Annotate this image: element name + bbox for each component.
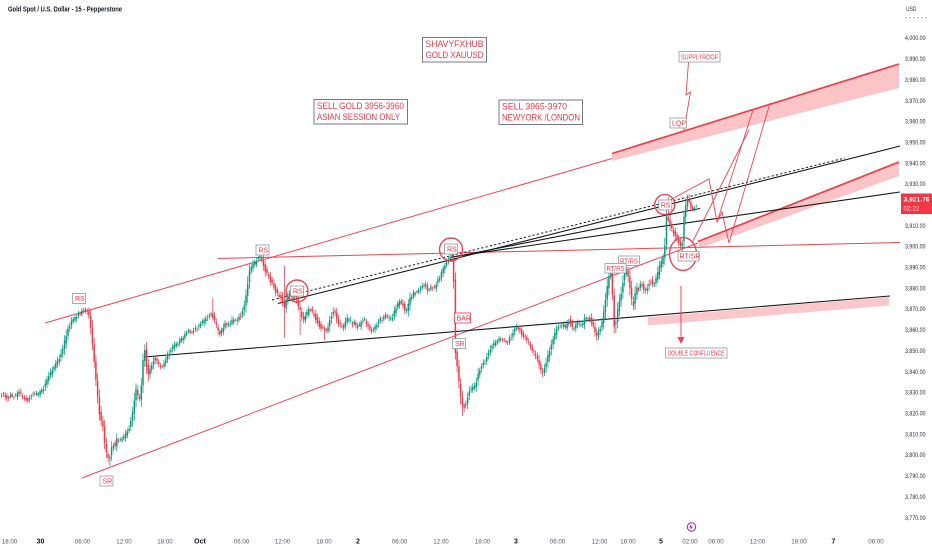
svg-text:3,850.00: 3,850.00 [905, 348, 926, 355]
svg-text:02:00: 02:00 [682, 539, 698, 546]
svg-text:SR: SR [103, 479, 113, 486]
svg-text:18:00: 18:00 [316, 539, 332, 546]
svg-text:2: 2 [356, 539, 360, 546]
svg-text:NEWYORK /LONDON: NEWYORK /LONDON [502, 113, 580, 123]
svg-text:3,880.00: 3,880.00 [905, 285, 926, 292]
svg-text:06:00: 06:00 [550, 539, 566, 546]
svg-text:3,780.00: 3,780.00 [905, 494, 926, 501]
svg-text:DOUBLE CONFLUENCE: DOUBLE CONFLUENCE [668, 351, 725, 358]
svg-text:3,910.00: 3,910.00 [905, 223, 926, 230]
svg-text:5: 5 [659, 539, 663, 546]
svg-text:18:00: 18:00 [157, 539, 173, 546]
svg-text:3,980.00: 3,980.00 [905, 77, 926, 84]
svg-text:RT/SR: RT/SR [680, 254, 701, 261]
svg-text:12:00: 12:00 [433, 539, 449, 546]
svg-text:12:00: 12:00 [750, 539, 766, 546]
svg-text:3,810.00: 3,810.00 [905, 431, 926, 438]
svg-text:Oct: Oct [194, 539, 206, 546]
svg-text:3,830.00: 3,830.00 [905, 390, 926, 397]
svg-text:06:00: 06:00 [75, 539, 91, 546]
svg-text:3: 3 [514, 539, 518, 546]
svg-text:18:00: 18:00 [2, 539, 18, 546]
svg-text:12:00: 12:00 [116, 539, 132, 546]
svg-text:3,770.00: 3,770.00 [905, 515, 926, 522]
svg-text:LQP: LQP [672, 121, 686, 128]
svg-text:18:00: 18:00 [475, 539, 491, 546]
svg-text:3,800.00: 3,800.00 [905, 452, 926, 459]
svg-text:3,921.76: 3,921.76 [904, 197, 930, 204]
svg-text:16:00: 16:00 [620, 539, 636, 546]
svg-text:3,840.00: 3,840.00 [905, 369, 926, 376]
svg-text:3,970.00: 3,970.00 [905, 98, 926, 105]
svg-text:06:00: 06:00 [392, 539, 408, 546]
svg-text:RS: RS [293, 289, 303, 296]
svg-text:7: 7 [832, 539, 836, 546]
svg-text:06:00: 06:00 [708, 539, 724, 546]
svg-text:3,940.00: 3,940.00 [905, 160, 926, 167]
svg-text:12:00: 12:00 [275, 539, 291, 546]
svg-text:3,790.00: 3,790.00 [905, 473, 926, 480]
svg-text:3,860.00: 3,860.00 [905, 327, 926, 334]
svg-text:GOLD XAUUSD: GOLD XAUUSD [426, 50, 484, 60]
svg-text:06:00: 06:00 [234, 539, 250, 546]
svg-text:3,870.00: 3,870.00 [905, 306, 926, 313]
svg-text:3,900.00: 3,900.00 [905, 244, 926, 251]
svg-text:4,000.00: 4,000.00 [905, 35, 926, 42]
svg-text:12:00: 12:00 [592, 539, 608, 546]
svg-text:RT/RS: RT/RS [620, 259, 638, 266]
svg-text:3,990.00: 3,990.00 [905, 56, 926, 63]
svg-text:SR: SR [455, 341, 465, 348]
svg-text:SHAVYFXHUB: SHAVYFXHUB [426, 39, 484, 49]
svg-text:SELL 3965-3970: SELL 3965-3970 [502, 102, 567, 112]
svg-text:RT/RS: RT/RS [607, 266, 625, 273]
svg-text:RS: RS [661, 203, 671, 210]
svg-text:SUPPLYROOF: SUPPLYROOF [681, 55, 718, 62]
svg-text:3,960.00: 3,960.00 [905, 119, 926, 126]
svg-text:RS: RS [259, 248, 269, 255]
svg-text:USD: USD [906, 6, 917, 13]
svg-text:RS: RS [447, 247, 457, 254]
svg-text:RS: RS [75, 296, 85, 303]
svg-text:3,950.00: 3,950.00 [905, 139, 926, 146]
svg-text:3,820.00: 3,820.00 [905, 411, 926, 418]
svg-text:SELL GOLD 3956-3960: SELL GOLD 3956-3960 [317, 101, 404, 111]
svg-text:18:00: 18:00 [791, 539, 807, 546]
svg-text:06:00: 06:00 [868, 539, 884, 546]
svg-text:02:22: 02:22 [904, 206, 920, 213]
svg-text:3,890.00: 3,890.00 [905, 265, 926, 272]
svg-text:BAR: BAR [457, 316, 471, 323]
svg-text:Gold Spot / U.S. Dollar - 15 -: Gold Spot / U.S. Dollar - 15 - Peppersto… [8, 7, 122, 14]
svg-text:30: 30 [37, 539, 45, 546]
svg-text:ASIAN SESSION ONLY: ASIAN SESSION ONLY [317, 112, 400, 122]
svg-text:3,930.00: 3,930.00 [905, 181, 926, 188]
